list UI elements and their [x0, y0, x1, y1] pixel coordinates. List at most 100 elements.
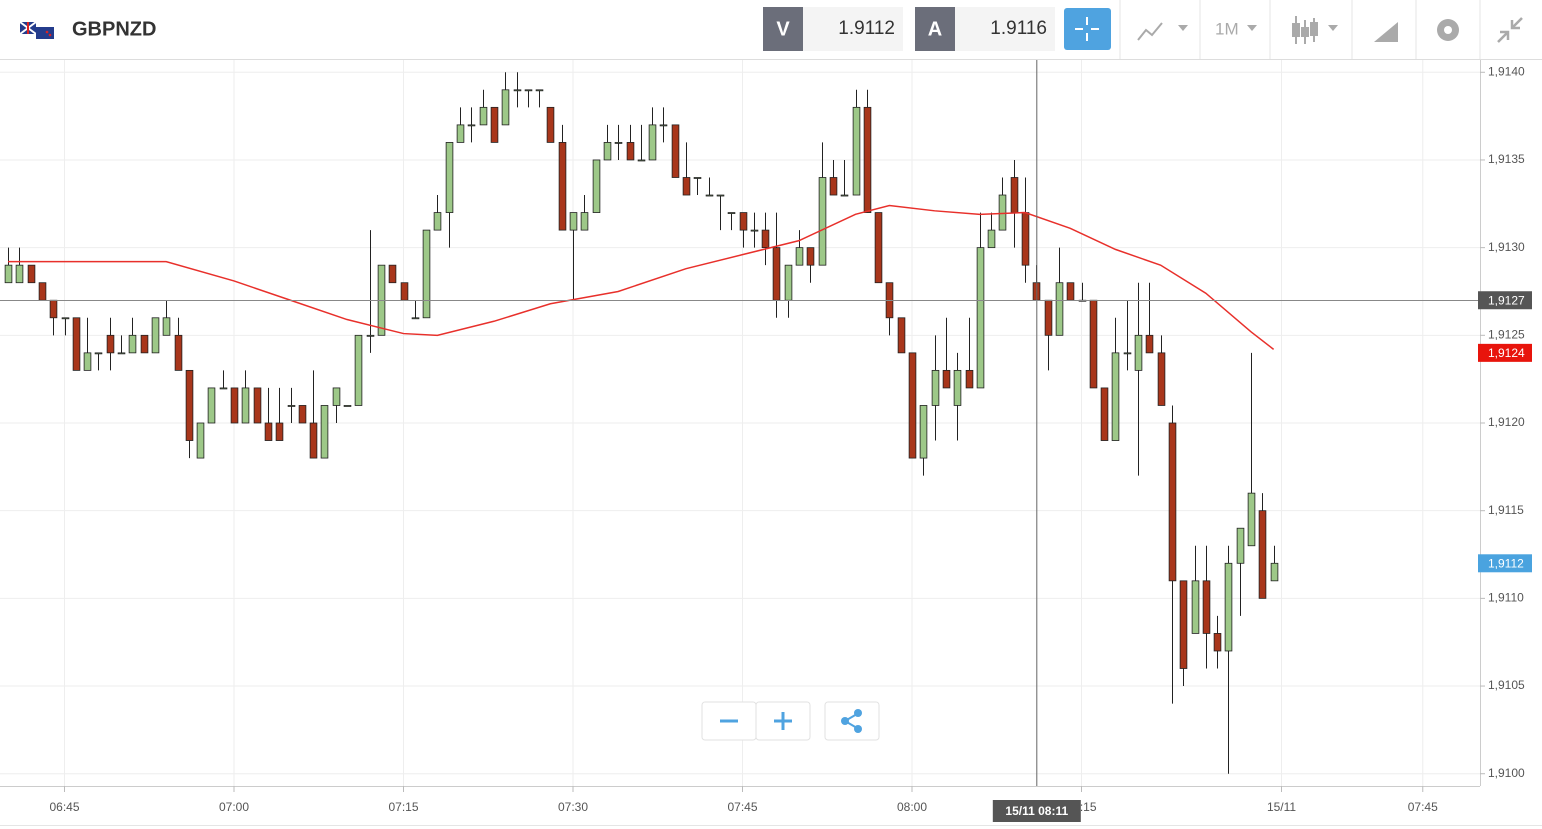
crosshair-x-label: 15/11 08:11 — [1005, 804, 1068, 818]
candle-body — [490, 106, 499, 143]
candle-body — [241, 387, 250, 424]
candle-body — [1066, 282, 1075, 301]
y-tick-label: 1,9105 — [1488, 678, 1525, 692]
crosshair-button[interactable] — [1064, 8, 1111, 50]
y-tick-label: 1,9115 — [1488, 503, 1524, 517]
x-tick-label: 07:45 — [727, 800, 757, 814]
candle-body — [49, 299, 58, 319]
candle-body — [705, 194, 714, 197]
candle-body — [38, 282, 47, 301]
candle-body — [151, 317, 160, 354]
x-tick-label: 08:00 — [897, 800, 927, 814]
candle-body — [987, 229, 996, 249]
candle-body — [287, 405, 296, 407]
candle-body — [897, 317, 906, 354]
candle-body — [94, 352, 103, 355]
price-marker-label: 1,9112 — [1488, 556, 1524, 570]
zoom-in-button[interactable] — [755, 701, 811, 741]
x-tick-label: 07:30 — [558, 800, 588, 814]
candle-body — [806, 247, 815, 266]
buy-label-box[interactable] — [915, 7, 955, 51]
candle-body — [558, 142, 567, 231]
buy-price[interactable]: 1.9116 — [990, 18, 1047, 39]
toolbar-separators — [1119, 0, 1481, 59]
x-tick-label: 06:45 — [49, 800, 79, 814]
candle-body — [648, 124, 657, 161]
candle-body — [739, 212, 748, 231]
candle-body — [264, 422, 273, 441]
candle-body — [1044, 299, 1053, 336]
collapse-button[interactable] — [1497, 17, 1523, 43]
candle-body — [1134, 334, 1143, 371]
candle-body — [388, 264, 397, 284]
candle-body — [1202, 580, 1211, 634]
buy-price-box[interactable] — [955, 7, 1055, 51]
sell-price-box[interactable] — [803, 7, 903, 51]
candle-body — [840, 194, 849, 197]
candle-body — [456, 124, 465, 143]
candle-style-button[interactable] — [1292, 16, 1338, 44]
candle-body — [196, 422, 205, 459]
candle-body — [874, 212, 883, 284]
candle-body — [784, 264, 793, 301]
candle-body — [433, 212, 442, 231]
candle-body — [1236, 527, 1245, 564]
timeframe[interactable]: 1M — [1215, 19, 1239, 38]
candle-body — [320, 405, 329, 459]
candle-body — [942, 369, 951, 389]
buy-label[interactable]: A — [928, 18, 942, 40]
sell-label-box[interactable] — [763, 7, 803, 51]
candle-body — [965, 369, 974, 389]
candle-body — [1270, 562, 1279, 582]
price-marker-box — [1478, 554, 1532, 573]
candle-body — [659, 124, 668, 127]
candle-body — [162, 317, 171, 336]
candle-body — [219, 387, 228, 390]
candle-body — [15, 264, 24, 284]
share-button[interactable] — [824, 701, 880, 741]
settings-button[interactable] — [1437, 19, 1459, 41]
candle-body — [524, 89, 533, 92]
candle-body — [569, 212, 578, 231]
candle-body — [400, 282, 409, 301]
candle-body — [976, 247, 985, 389]
candle-body — [637, 159, 646, 162]
candle-body — [682, 177, 691, 196]
timeframe-arrow[interactable] — [1247, 25, 1257, 31]
candle-body — [117, 352, 126, 355]
sell-price[interactable]: 1.9112 — [838, 18, 895, 39]
candle-body — [422, 229, 431, 319]
y-tick-label: 1,9120 — [1488, 415, 1525, 429]
candle-body — [727, 212, 736, 214]
candle-body — [501, 89, 510, 126]
candle-body — [546, 106, 555, 143]
y-tick-label: 1,9125 — [1488, 327, 1525, 341]
candle-body — [829, 177, 838, 196]
candle-body — [998, 194, 1007, 231]
candle-body — [1010, 177, 1019, 213]
candle-body — [818, 177, 827, 266]
candle-body — [445, 142, 454, 213]
candle-body — [1100, 387, 1109, 441]
y-tick-label: 1,9135 — [1488, 152, 1525, 166]
draw-button[interactable] — [1374, 22, 1398, 42]
candle-body — [140, 334, 149, 354]
candle-body — [671, 124, 680, 178]
candle-body — [1145, 334, 1154, 354]
candle-body — [931, 369, 940, 406]
candle-body — [750, 229, 759, 232]
candle-body — [1247, 492, 1256, 547]
candle-body — [863, 106, 872, 213]
sell-label[interactable]: V — [776, 18, 790, 40]
flag — [19, 21, 54, 39]
candle-body — [106, 334, 115, 354]
zoom-out-button[interactable] — [701, 701, 757, 741]
candle-body — [72, 317, 81, 371]
chart-type-button[interactable] — [1137, 22, 1188, 41]
candle-body — [1168, 422, 1177, 582]
candle-body — [343, 405, 352, 407]
candle-body — [1191, 580, 1200, 634]
candle-body — [772, 247, 781, 301]
candle-body — [716, 194, 725, 197]
